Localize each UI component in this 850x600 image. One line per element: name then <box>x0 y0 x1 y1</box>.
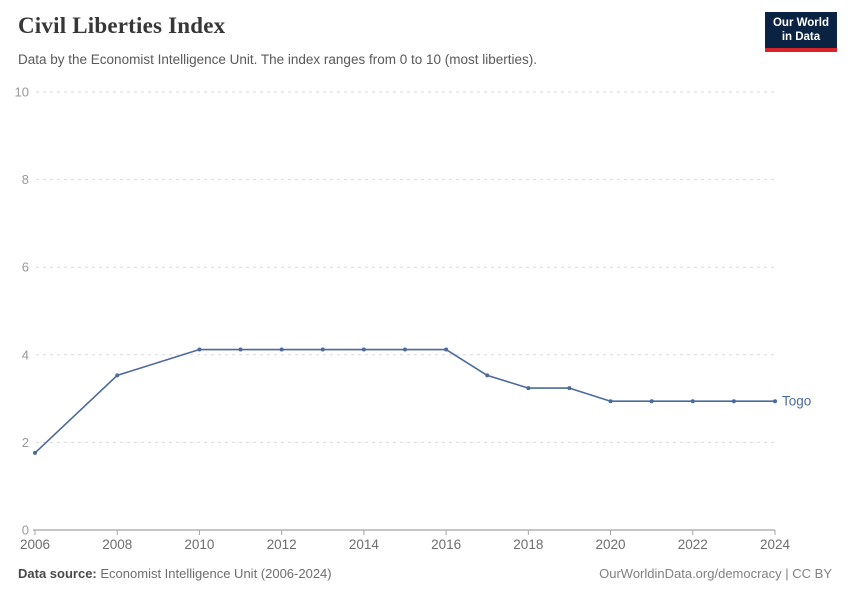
data-point[interactable] <box>320 347 325 352</box>
data-point[interactable] <box>238 347 243 352</box>
chart-canvas[interactable]: 0 2 4 6 8 10 2006 2008 2010 2012 2014 2016 2018 2020 2… <box>0 78 850 558</box>
chart-header: Civil Liberties Index Our World in Data … <box>0 0 850 78</box>
x-tick-label: 2018 <box>513 537 543 552</box>
data-point[interactable] <box>690 399 695 404</box>
x-tick-label: 2006 <box>20 537 50 552</box>
y-tick-label: 6 <box>22 260 29 275</box>
data-point[interactable] <box>361 347 366 352</box>
x-tick-label: 2022 <box>678 537 708 552</box>
chart-footer: Data source: Economist Intelligence Unit… <box>18 566 832 581</box>
data-point[interactable] <box>608 399 613 404</box>
data-source-label: Data source: <box>18 566 97 581</box>
owid-logo-line2: in Data <box>781 31 821 44</box>
y-tick-label: 10 <box>15 85 29 100</box>
page-title: Civil Liberties Index <box>18 13 226 38</box>
data-point[interactable] <box>567 386 572 391</box>
x-tick-label: 2020 <box>596 537 626 552</box>
data-point[interactable] <box>33 450 37 455</box>
chart-subtitle: Data by the Economist Intelligence Unit.… <box>18 52 537 67</box>
data-point[interactable] <box>526 386 531 391</box>
data-point[interactable] <box>731 399 736 404</box>
series-label[interactable]: Togo <box>782 394 811 409</box>
x-tick-label: 2024 <box>760 537 791 552</box>
owid-logo[interactable]: Our World in Data <box>764 12 837 52</box>
data-point[interactable] <box>485 373 490 378</box>
data-source-value: Economist Intelligence Unit (2006-2024) <box>100 566 332 581</box>
y-tick-label: 8 <box>22 172 29 187</box>
x-tick-label: 2010 <box>184 537 214 552</box>
y-tick-label: 0 <box>22 523 29 538</box>
owid-logo-line1: Our World <box>772 17 829 29</box>
x-tick-label: 2014 <box>349 537 380 552</box>
line-chart[interactable]: 0 2 4 6 8 10 2006 2008 2010 2012 2014 2016 2018 2020 2… <box>0 78 850 558</box>
x-tick-label: 2008 <box>102 537 132 552</box>
x-tick-label: 2016 <box>431 537 461 552</box>
attribution-link[interactable]: OurWorldinData.org/democracy | CC BY <box>599 566 832 581</box>
data-source: Data source: Economist Intelligence Unit… <box>18 566 332 581</box>
data-point[interactable] <box>115 373 120 378</box>
x-tick-label: 2012 <box>267 537 297 552</box>
data-point[interactable] <box>279 347 284 352</box>
data-point[interactable] <box>444 347 449 352</box>
y-tick-label: 4 <box>22 347 29 362</box>
data-point[interactable] <box>649 399 654 404</box>
data-line[interactable] <box>34 348 776 454</box>
y-tick-label: 2 <box>22 435 29 450</box>
data-point[interactable] <box>773 399 777 404</box>
data-point[interactable] <box>197 347 202 352</box>
data-point[interactable] <box>403 347 407 352</box>
